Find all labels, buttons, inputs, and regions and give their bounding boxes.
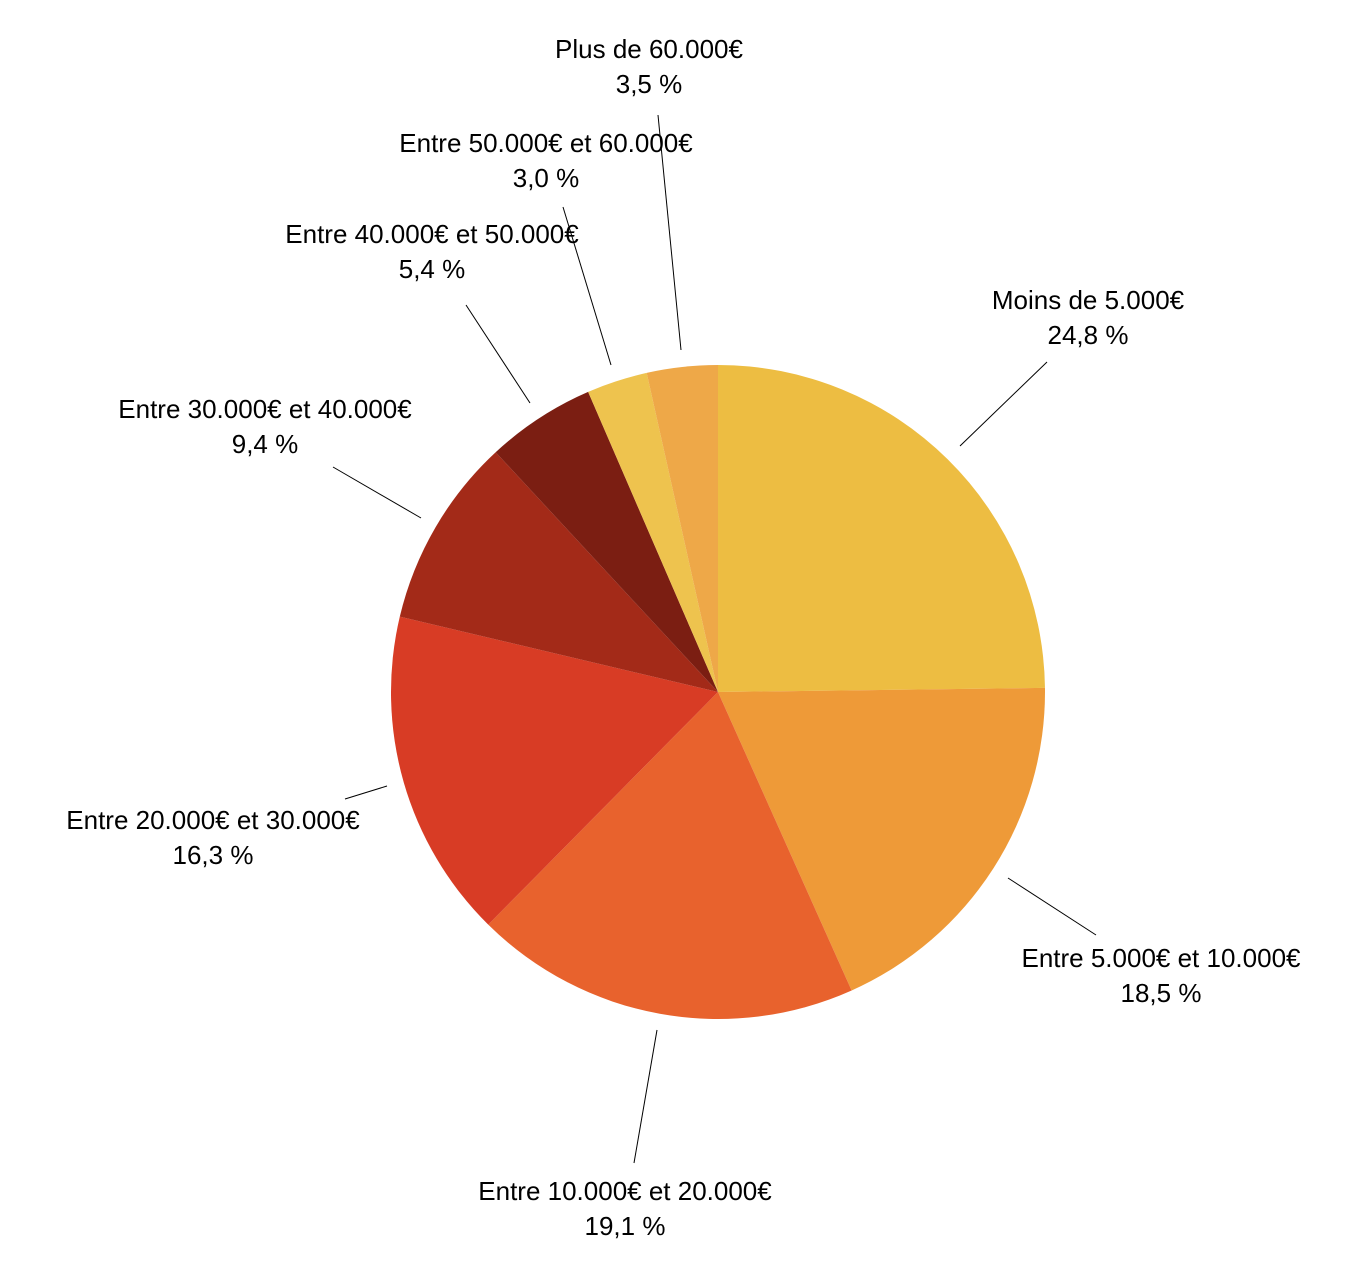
- value-label: 3,5 %: [616, 69, 683, 99]
- slice-label: Entre 10.000€ et 20.000€: [478, 1176, 772, 1206]
- slice-label: Entre 5.000€ et 10.000€: [1021, 943, 1301, 973]
- slice-label: Plus de 60.000€: [555, 34, 743, 64]
- leader-line: [1007, 877, 1097, 936]
- pie-slice: [399, 452, 718, 692]
- slice-label: Entre 40.000€ et 50.000€: [285, 219, 579, 249]
- slice-label: Entre 50.000€ et 60.000€: [399, 128, 693, 158]
- leader-line: [562, 206, 612, 366]
- value-label: 5,4 %: [399, 254, 466, 284]
- slice-label: Moins de 5.000€: [992, 285, 1185, 315]
- value-label: 3,0 %: [513, 163, 580, 193]
- leader-line: [657, 114, 682, 351]
- pie-slice: [391, 616, 718, 925]
- pie-slice: [495, 391, 718, 692]
- value-label: 9,4 %: [232, 429, 299, 459]
- leader-line: [633, 1029, 658, 1164]
- leader-line: [465, 304, 531, 404]
- pie-slice: [588, 372, 718, 692]
- value-label: 16,3 %: [173, 840, 254, 870]
- pie-slice: [718, 687, 1045, 991]
- slice-label: Entre 30.000€ et 40.000€: [118, 394, 412, 424]
- value-label: 19,1 %: [585, 1211, 666, 1241]
- leader-line: [332, 466, 422, 519]
- value-label: 24,8 %: [1048, 320, 1129, 350]
- pie-slice: [646, 365, 718, 692]
- leader-line: [959, 361, 1048, 447]
- leader-line: [344, 785, 388, 800]
- pie-slice: [718, 365, 1045, 692]
- pie-slice: [488, 692, 852, 1019]
- slice-label: Entre 20.000€ et 30.000€: [66, 805, 360, 835]
- value-label: 18,5 %: [1121, 978, 1202, 1008]
